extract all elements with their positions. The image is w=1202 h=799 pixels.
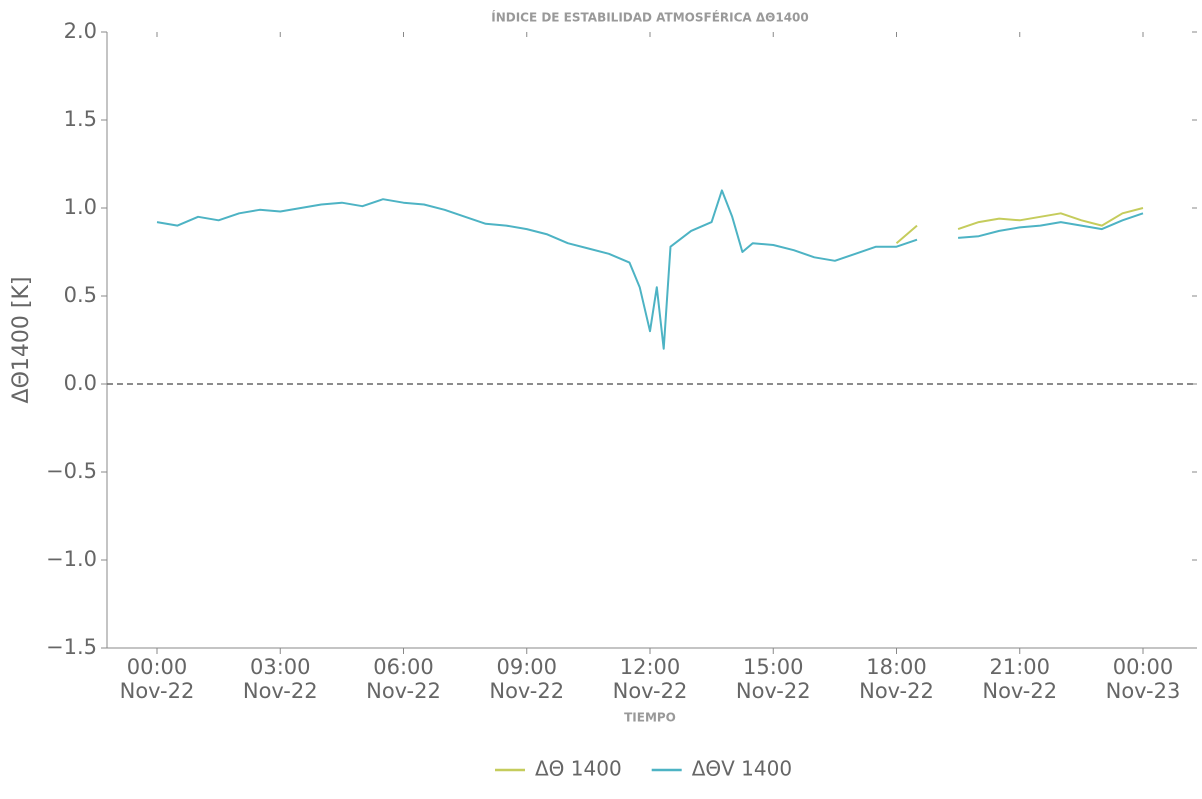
y-tick-label: 1.5 bbox=[64, 107, 97, 131]
x-tick-label: 03:00 Nov-22 bbox=[243, 655, 318, 703]
x-tick-label: 09:00 Nov-22 bbox=[489, 655, 564, 703]
x-tick-label: 18:00 Nov-22 bbox=[859, 655, 934, 703]
y-axis-label: ΔΘ1400 [K] bbox=[9, 277, 34, 404]
y-tick-label: 1.0 bbox=[64, 195, 97, 219]
y-tick-label: −1.0 bbox=[46, 547, 97, 571]
x-tick-label: 06:00 Nov-22 bbox=[366, 655, 441, 703]
legend-label: ΔΘ 1400 bbox=[535, 757, 622, 781]
x-tick-label: 12:00 Nov-22 bbox=[613, 655, 688, 703]
line-series bbox=[895, 207, 1144, 244]
x-tick-label: 15:00 Nov-22 bbox=[736, 655, 811, 703]
y-tick-label: −1.5 bbox=[46, 635, 97, 659]
legend-label: ΔΘV 1400 bbox=[692, 757, 792, 781]
x-axis-label: TIEMPO bbox=[624, 711, 676, 725]
chart-title: ÍNDICE DE ESTABILIDAD ATMOSFÉRICA ΔΘ1400 bbox=[491, 10, 809, 25]
y-tick-label: 2.0 bbox=[64, 19, 97, 43]
x-tick-label: 00:00 Nov-22 bbox=[120, 655, 195, 703]
y-tick-label: 0.5 bbox=[64, 283, 97, 307]
x-tick-label: 00:00 Nov-23 bbox=[1106, 655, 1181, 703]
x-tick-label: 21:00 Nov-22 bbox=[982, 655, 1057, 703]
y-tick-label: 0.0 bbox=[64, 371, 97, 395]
line-series bbox=[156, 189, 1144, 350]
y-tick-label: −0.5 bbox=[46, 459, 97, 483]
